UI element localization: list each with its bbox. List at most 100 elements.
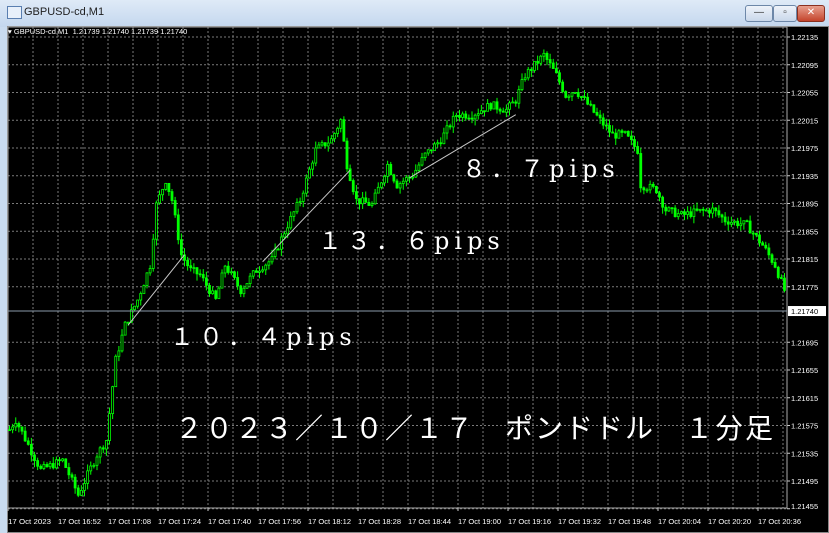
candle-body xyxy=(17,423,21,428)
time-label: 17 Oct 20:36 xyxy=(758,519,801,526)
close-button[interactable]: ✕ xyxy=(797,5,825,22)
candle-body xyxy=(39,465,43,469)
candle-body xyxy=(629,135,633,140)
candle-body xyxy=(623,130,627,133)
minimize-button[interactable]: — xyxy=(745,5,773,22)
candle-body xyxy=(342,119,346,142)
candle-body xyxy=(108,413,111,441)
time-label: 17 Oct 17:56 xyxy=(258,519,301,526)
candle-body xyxy=(764,244,768,249)
candle-body xyxy=(308,168,311,179)
candle-body xyxy=(139,293,143,301)
candle-body xyxy=(586,96,590,105)
price-label: 1.22015 xyxy=(791,116,818,125)
candle-body xyxy=(348,168,352,181)
candle-body xyxy=(464,113,468,119)
candle-body xyxy=(258,270,261,273)
candle-body xyxy=(29,444,33,456)
candle-body xyxy=(611,131,615,134)
candle-body xyxy=(301,192,305,202)
candle-body xyxy=(564,91,568,98)
candle-body xyxy=(726,221,730,225)
candle-body xyxy=(767,247,771,256)
candles xyxy=(8,49,786,498)
candle-body xyxy=(545,52,549,60)
candle-body xyxy=(751,232,755,235)
annotation-caption: ２０２３／１０／１７ ポンドドル １分足 xyxy=(175,412,776,445)
chart-header: ▾ GBPUSD-cd,M1 1.21739 1.21740 1.21739 1… xyxy=(8,27,188,36)
candle-body xyxy=(504,108,508,113)
candle-body xyxy=(364,197,368,203)
candle-body xyxy=(295,202,299,213)
candle-body xyxy=(248,275,252,284)
candle-body xyxy=(111,386,115,415)
annotation-move3: ８．７pips xyxy=(462,155,620,183)
candle-body xyxy=(345,140,349,170)
candle-body xyxy=(326,142,330,147)
candle-body xyxy=(370,203,374,206)
candle-body xyxy=(354,191,358,200)
candle-body xyxy=(142,285,146,294)
candle-body xyxy=(776,266,780,278)
candle-body xyxy=(579,96,583,98)
candle-body xyxy=(498,108,502,112)
candle-body xyxy=(273,248,277,257)
candle-body xyxy=(67,467,71,476)
candle-body xyxy=(526,68,530,79)
plot-frame xyxy=(7,26,788,509)
price-label: 1.21575 xyxy=(791,422,818,431)
candle-body xyxy=(648,183,652,191)
candle-body xyxy=(126,321,130,324)
candle-body xyxy=(614,132,618,139)
candle-body xyxy=(333,133,336,140)
candle-body xyxy=(758,234,761,244)
candle-body xyxy=(754,232,758,236)
window-titlebar: GBPUSD-cd,M1 — ▫ ✕ xyxy=(0,0,829,27)
candle-body xyxy=(470,117,474,120)
time-label: 17 Oct 20:04 xyxy=(658,519,701,526)
candle-body xyxy=(683,211,686,215)
candle-body xyxy=(86,470,90,484)
candle-body xyxy=(64,458,68,468)
candle-body xyxy=(33,454,36,461)
candle-body xyxy=(542,52,546,57)
candle-body xyxy=(548,59,552,64)
candle-body xyxy=(636,146,640,154)
candle-body xyxy=(661,196,665,208)
candle-body xyxy=(114,355,118,388)
chart-window[interactable] xyxy=(7,26,829,533)
price-label: 1.21935 xyxy=(791,172,818,181)
candle-body xyxy=(51,463,55,469)
candle-body xyxy=(673,207,677,218)
annotation-move1: １０．４pips xyxy=(170,323,357,351)
trendline xyxy=(409,114,517,179)
candle-body xyxy=(98,447,102,458)
candle-body xyxy=(379,182,383,188)
candle-body xyxy=(329,138,333,144)
time-label: 17 Oct 18:28 xyxy=(358,519,401,526)
candle-body xyxy=(679,211,683,214)
candle-body xyxy=(486,103,490,112)
candle-body xyxy=(458,115,461,118)
candle-body xyxy=(70,474,74,478)
candle-body xyxy=(251,270,255,277)
candle-body xyxy=(245,283,249,289)
time-label: 17 Oct 16:52 xyxy=(58,519,101,526)
candle-body xyxy=(701,208,705,211)
candle-body xyxy=(48,463,52,468)
price-label: 1.21975 xyxy=(791,144,818,153)
time-label: 17 Oct 19:16 xyxy=(508,519,551,526)
candle-body xyxy=(511,101,515,104)
candle-body xyxy=(23,430,27,442)
candle-body xyxy=(404,177,408,182)
candle-body xyxy=(745,220,749,223)
candle-body xyxy=(483,110,486,113)
restore-button[interactable]: ▫ xyxy=(773,5,797,22)
candle-body xyxy=(233,271,236,278)
candle-body xyxy=(708,209,711,214)
candle-body xyxy=(476,113,480,116)
candle-body xyxy=(729,221,733,225)
candle-body xyxy=(479,110,483,115)
candle-body xyxy=(620,130,624,133)
